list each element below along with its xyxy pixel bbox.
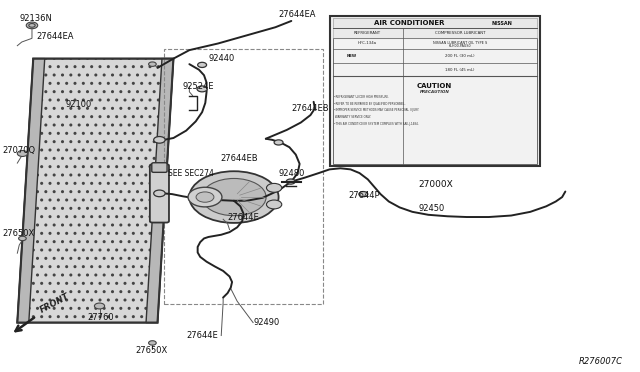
- Text: 92100: 92100: [65, 100, 92, 109]
- Text: 27644E: 27644E: [186, 331, 218, 340]
- Text: •THIS AIR CONDITIONER SYSTEM COMPLIES WITH SAE-J-1484.: •THIS AIR CONDITIONER SYSTEM COMPLIES WI…: [334, 122, 419, 126]
- Text: NISSAN LUBRICANT OIL TYPE S: NISSAN LUBRICANT OIL TYPE S: [433, 42, 487, 45]
- Text: 27650X: 27650X: [3, 230, 35, 238]
- Circle shape: [197, 86, 207, 92]
- Text: 27070Q: 27070Q: [3, 147, 36, 155]
- Text: 27644EB: 27644EB: [220, 154, 257, 163]
- Text: SEE SEC274: SEE SEC274: [168, 169, 214, 177]
- Text: 92450: 92450: [419, 203, 445, 213]
- Circle shape: [29, 23, 35, 27]
- Circle shape: [148, 341, 156, 345]
- Text: •IMPROPER SERVICE METHODS MAY CAUSE PERSONAL INJURY.: •IMPROPER SERVICE METHODS MAY CAUSE PERS…: [334, 109, 419, 112]
- Text: 27644E: 27644E: [228, 213, 259, 222]
- Circle shape: [286, 179, 295, 184]
- Polygon shape: [146, 59, 173, 323]
- Text: REFRIGERANT: REFRIGERANT: [354, 31, 381, 35]
- Text: 27644EB: 27644EB: [291, 104, 329, 113]
- Text: KLH00-PAGS0: KLH00-PAGS0: [449, 44, 471, 48]
- Text: R276007C: R276007C: [579, 357, 623, 366]
- Circle shape: [266, 200, 282, 209]
- Bar: [330, 16, 540, 166]
- Text: 27760: 27760: [88, 312, 114, 321]
- Text: 92136N: 92136N: [19, 13, 52, 22]
- Text: CAUTION: CAUTION: [417, 83, 452, 89]
- Text: FRONT: FRONT: [38, 291, 71, 314]
- Text: 180 FL (45 mL): 180 FL (45 mL): [445, 68, 475, 72]
- Circle shape: [17, 151, 28, 157]
- Text: PRECAUTION: PRECAUTION: [420, 90, 450, 94]
- Text: COMPRESSOR LUBRICANT: COMPRESSOR LUBRICANT: [435, 31, 485, 35]
- Text: 92490: 92490: [253, 318, 279, 327]
- FancyBboxPatch shape: [150, 164, 169, 222]
- Circle shape: [359, 192, 368, 197]
- Text: WARRANTY SERVICE ONLY.: WARRANTY SERVICE ONLY.: [334, 115, 371, 119]
- Text: 27644EA: 27644EA: [36, 32, 74, 41]
- Circle shape: [202, 179, 266, 216]
- Text: NISSAN: NISSAN: [492, 21, 513, 26]
- Circle shape: [274, 140, 283, 145]
- Text: 200 FL (30 mL): 200 FL (30 mL): [445, 54, 475, 58]
- Polygon shape: [17, 59, 173, 323]
- Text: 92480: 92480: [278, 169, 305, 177]
- FancyBboxPatch shape: [152, 163, 167, 172]
- Circle shape: [19, 236, 26, 241]
- Bar: [333, 18, 537, 164]
- Circle shape: [266, 183, 282, 192]
- Text: 27644EA: 27644EA: [278, 10, 316, 19]
- Text: •REFER TO BE REPAIRED BY QUALIFIED PERSONNEL.: •REFER TO BE REPAIRED BY QUALIFIED PERSO…: [334, 102, 406, 106]
- Circle shape: [154, 190, 165, 197]
- Circle shape: [198, 62, 207, 67]
- Bar: [164, 49, 323, 304]
- Text: 27650X: 27650X: [135, 346, 168, 355]
- Circle shape: [196, 192, 214, 202]
- Circle shape: [148, 62, 156, 66]
- Text: •REFRIGERANT UNDER HIGH PRESSURE.: •REFRIGERANT UNDER HIGH PRESSURE.: [334, 95, 389, 99]
- Circle shape: [26, 22, 38, 29]
- Text: 27644P: 27644P: [349, 191, 380, 200]
- Circle shape: [189, 171, 278, 223]
- Text: AIR CONDITIONER: AIR CONDITIONER: [374, 20, 445, 26]
- Circle shape: [95, 303, 104, 309]
- Text: HFC-134a: HFC-134a: [358, 42, 377, 45]
- Polygon shape: [17, 59, 45, 323]
- Circle shape: [188, 187, 222, 207]
- Text: NEW: NEW: [346, 54, 356, 58]
- Text: 92440: 92440: [209, 54, 235, 63]
- Circle shape: [154, 137, 165, 143]
- Text: 92524E: 92524E: [183, 82, 214, 91]
- Text: 27000X: 27000X: [419, 180, 454, 189]
